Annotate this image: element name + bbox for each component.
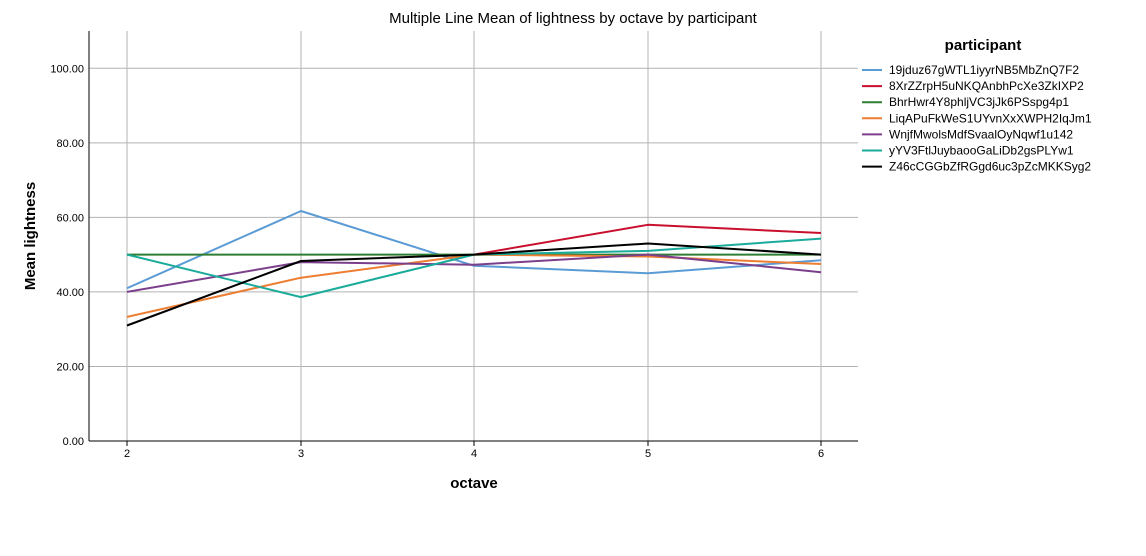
axes: 0.00 20.00 40.00 60.00 80.00 100.00 2 3 4 5 6 [50, 31, 858, 460]
y-tick-label: 0.00 [63, 436, 84, 448]
grid [89, 31, 858, 441]
series-line-4 [126, 253, 822, 293]
series-lines [126, 210, 822, 327]
legend-label: 19jduz67gWTL1iyyrNB5MbZnQ7F2 [889, 63, 1079, 77]
legend-title: participant [945, 37, 1022, 54]
legend-label: 8XrZZrpH5uNKQAnbhPcXe3ZkIXP2 [889, 79, 1084, 93]
y-axis-title: Mean lightness [22, 182, 39, 290]
series-line-0 [126, 210, 822, 290]
series-line-6 [126, 242, 822, 327]
x-tick-label: 5 [645, 448, 651, 460]
y-tick-label: 60.00 [56, 212, 84, 224]
y-tick-label: 80.00 [56, 138, 84, 150]
x-tick-label: 3 [298, 448, 304, 460]
legend-label: LiqAPuFkWeS1UYvnXxXWPH2IqJm1 [889, 111, 1092, 125]
series-line-1 [473, 223, 822, 256]
legend-label: Z46cCGGbZfRGgd6uc3pZcMKKSyg2 [889, 160, 1091, 174]
x-axis-title: octave [450, 475, 498, 492]
legend-label: yYV3FtlJuybaooGaLiDb2gsPLYw1 [889, 144, 1074, 158]
legend-label: WnjfMwolsMdfSvaalOyNqwf1u142 [889, 127, 1073, 141]
chart-title: Multiple Line Mean of lightness by octav… [389, 10, 758, 27]
y-tick-label: 40.00 [56, 287, 84, 299]
y-tick-label: 20.00 [56, 361, 84, 373]
y-tick-label: 100.00 [50, 63, 84, 75]
legend: 19jduz67gWTL1iyyrNB5MbZnQ7F2 8XrZZrpH5uNK… [862, 63, 1092, 174]
legend-label: BhrHwr4Y8phljVC3jJk6PSspg4p1 [889, 95, 1069, 109]
x-tick-label: 6 [818, 448, 824, 460]
x-tick-label: 2 [124, 448, 130, 460]
x-tick-label: 4 [471, 448, 477, 460]
